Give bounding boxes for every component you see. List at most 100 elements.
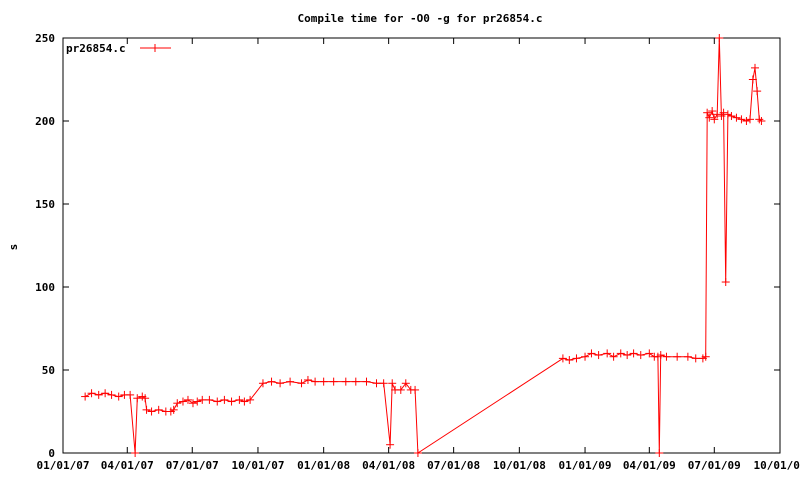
x-tick-label: 04/01/07 [101, 459, 154, 472]
data-point [401, 379, 410, 388]
data-point [662, 352, 671, 361]
data-point [386, 440, 395, 449]
data-point [311, 377, 320, 386]
data-point [742, 117, 751, 125]
data-point [372, 379, 381, 388]
data-point [198, 395, 207, 404]
data-point [173, 399, 182, 408]
data-point [227, 397, 236, 406]
data-point [107, 390, 116, 399]
data-point [205, 395, 214, 404]
y-tick-label: 250 [35, 32, 55, 45]
data-point [94, 390, 103, 399]
x-tick-label: 07/01/08 [427, 459, 480, 472]
x-tick-label: 01/01/09 [559, 459, 612, 472]
data-point [362, 377, 371, 386]
data-point [719, 108, 728, 117]
data-point [737, 115, 746, 124]
data-point [713, 110, 722, 119]
x-tick-label: 04/01/09 [623, 459, 676, 472]
legend-label: pr26854.c [66, 42, 126, 55]
data-point [703, 108, 712, 117]
data-point [154, 405, 163, 414]
data-point [81, 392, 90, 401]
data-point [721, 278, 730, 287]
data-point [213, 397, 222, 406]
data-point [655, 449, 664, 457]
data-point [183, 395, 192, 404]
data-point [246, 395, 255, 404]
data-point [727, 112, 736, 121]
data-point [723, 110, 732, 119]
y-tick-label: 200 [35, 115, 55, 128]
x-tick-label: 10/01/08 [493, 459, 546, 472]
data-point [572, 354, 581, 363]
data-point [708, 107, 717, 116]
data-point [147, 407, 156, 416]
series-line [84, 37, 762, 454]
chart-title: Compile time for -O0 -g for pr26854.c [297, 12, 542, 25]
x-tick-label: 07/01/09 [688, 459, 741, 472]
data-point [303, 375, 312, 384]
data-point [411, 385, 420, 394]
legend: pr26854.c [66, 42, 171, 55]
data-point [87, 389, 96, 398]
x-tick-label: 07/01/07 [166, 459, 219, 472]
data-point [178, 397, 187, 406]
data-point [645, 349, 654, 358]
y-tick-label: 100 [35, 281, 55, 294]
data-point [396, 385, 405, 394]
data-point [581, 352, 590, 361]
data-point [258, 379, 267, 388]
data-point [141, 394, 150, 403]
y-tick-label: 0 [48, 447, 55, 460]
data-point [757, 117, 766, 125]
data-point [755, 115, 764, 124]
data-point [717, 112, 726, 121]
data-point [715, 34, 724, 42]
data-point [587, 349, 596, 358]
data-point [732, 113, 741, 122]
series-layer [81, 34, 766, 457]
x-tick-label: 10/01/07 [231, 459, 284, 472]
data-point [565, 356, 574, 365]
data-point [101, 389, 110, 398]
x-tick-label: 01/01/07 [37, 459, 90, 472]
y-axis-label: s [7, 244, 20, 251]
data-point [629, 349, 638, 358]
x-tick-label: 04/01/08 [362, 459, 415, 472]
data-point [603, 349, 612, 358]
plot-frame [62, 37, 781, 454]
x-tick-label: 01/01/08 [297, 459, 350, 472]
data-point [341, 377, 350, 386]
data-point [133, 394, 142, 403]
data-point [388, 379, 397, 388]
data-point [131, 449, 140, 457]
data-point [193, 397, 202, 406]
data-point [623, 351, 632, 360]
y-tick-label: 150 [35, 198, 55, 211]
data-point [379, 379, 388, 388]
data-point [276, 379, 285, 388]
data-point [169, 405, 178, 414]
data-point [319, 377, 328, 386]
data-point [746, 115, 755, 124]
data-point [753, 87, 762, 96]
y-tick-label: 50 [42, 364, 55, 377]
data-point [748, 75, 757, 84]
data-point [235, 395, 244, 404]
data-point [240, 397, 249, 406]
data-point [594, 351, 603, 360]
data-point [609, 352, 618, 361]
data-point [286, 377, 295, 386]
data-point [701, 352, 710, 361]
data-point [616, 349, 625, 358]
x-axis: 01/01/07 04/01/07 07/01/07 10/01/07 01/01/08… [37, 38, 800, 472]
data-point [267, 377, 276, 386]
x-tick-label: 10/01/09 [754, 459, 800, 472]
data-point [413, 449, 422, 457]
data-point [691, 354, 700, 363]
data-point [126, 390, 135, 399]
data-point [558, 354, 567, 363]
